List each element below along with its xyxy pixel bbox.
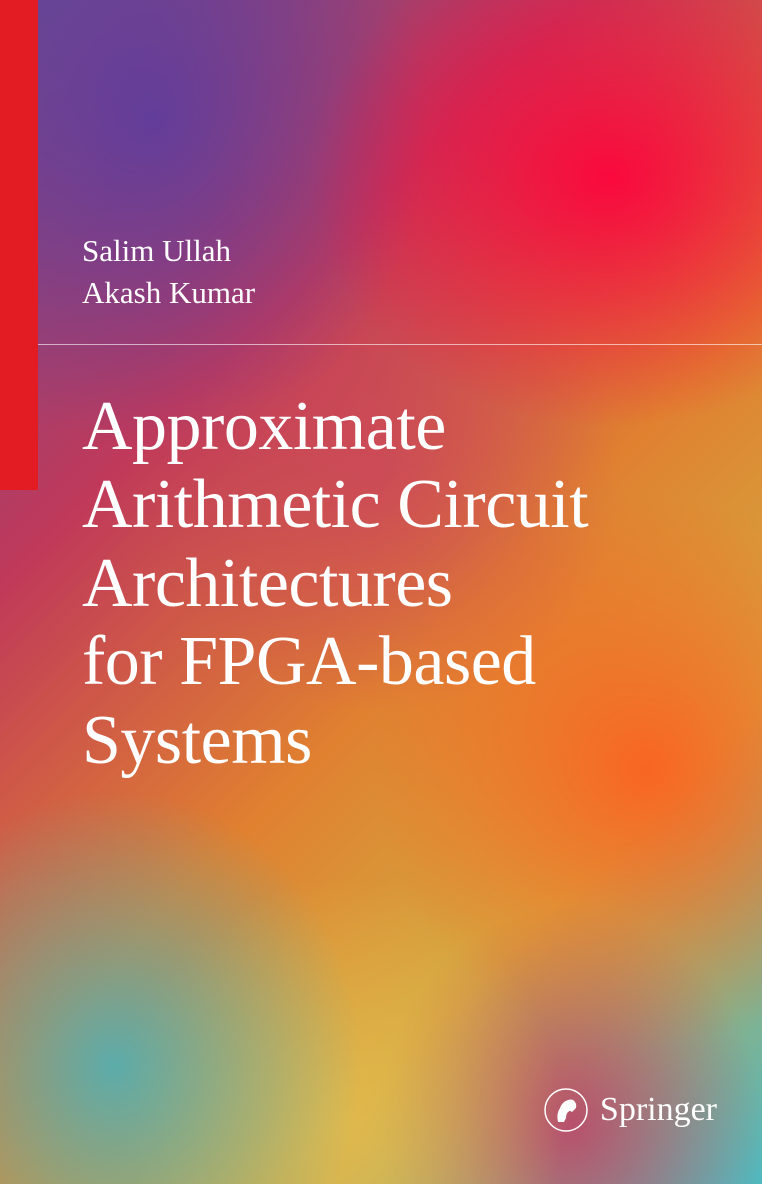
author-name: Salim Ullah	[82, 230, 255, 272]
title-line: for FPGA-based	[82, 623, 588, 701]
title-line: Systems	[82, 702, 588, 780]
publisher-name: Springer	[600, 1091, 717, 1129]
springer-horse-icon	[544, 1086, 588, 1134]
publisher-block: Springer	[544, 1086, 717, 1134]
author-name: Akash Kumar	[82, 272, 255, 314]
red-stripe-accent	[0, 0, 38, 490]
title-line: Architectures	[82, 545, 588, 623]
title-line: Arithmetic Circuit	[82, 466, 588, 544]
title-line: Approximate	[82, 388, 588, 466]
authors-block: Salim Ullah Akash Kumar	[82, 230, 255, 314]
book-title: Approximate Arithmetic Circuit Architect…	[82, 388, 588, 780]
horizontal-divider	[0, 344, 762, 345]
book-cover: Salim Ullah Akash Kumar Approximate Arit…	[0, 0, 762, 1184]
